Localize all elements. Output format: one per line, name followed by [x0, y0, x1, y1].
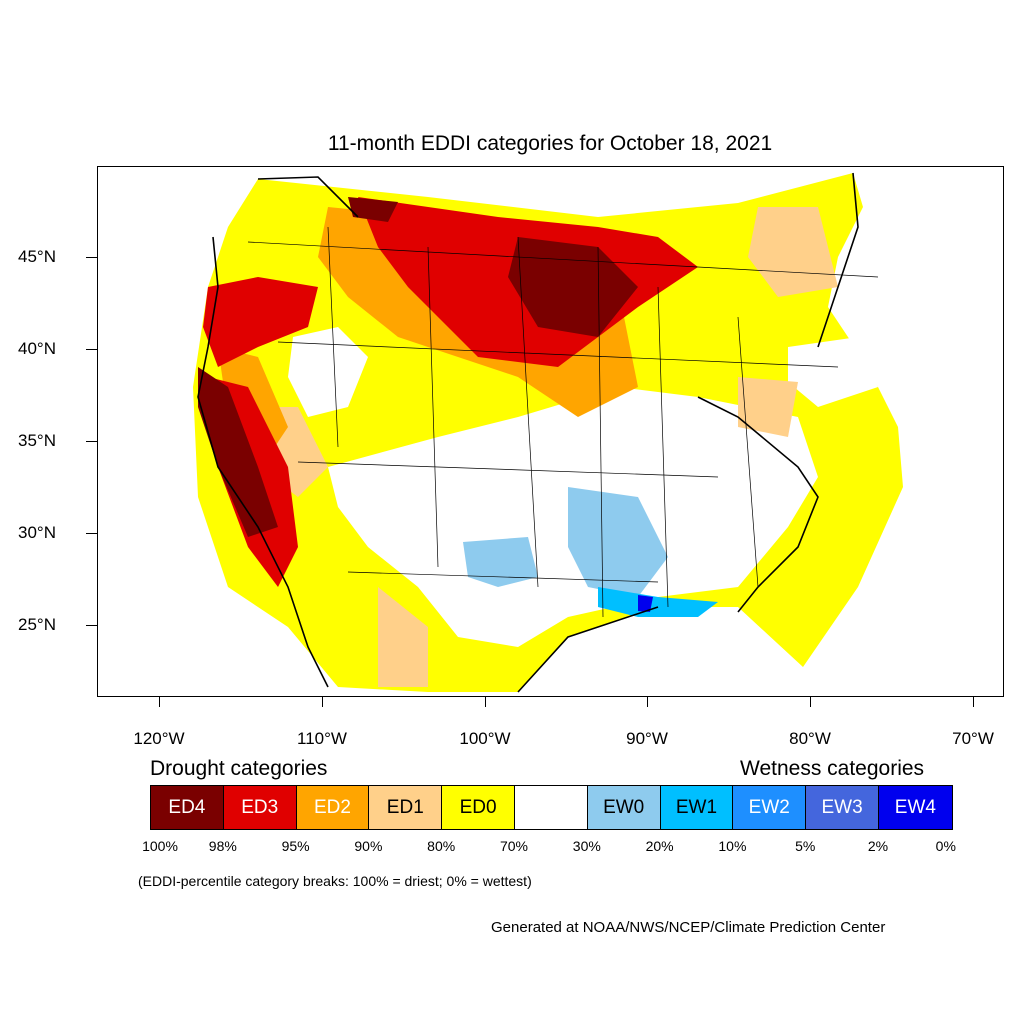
lat-label: 25°N	[18, 615, 56, 634]
ed1-patch-4	[748, 207, 838, 297]
legend-cell-ed0: ED0	[442, 786, 515, 829]
lon-label: 100°W	[459, 729, 511, 748]
lon-tick	[973, 697, 974, 707]
legend-cell-ed2: ED2	[296, 786, 370, 829]
percentile-break-label: 30%	[572, 838, 601, 854]
legend-cell-ew3: EW3	[806, 786, 879, 829]
lon-label: 70°W	[952, 729, 994, 748]
lon-tick	[159, 697, 160, 707]
lat-label: 35°N	[18, 431, 56, 450]
lat-tick	[86, 349, 97, 350]
credit-line: Generated at NOAA/NWS/NCEP/Climate Predi…	[491, 919, 886, 936]
wetness-heading: Wetness categories	[740, 757, 925, 780]
percentile-break-label: 98%	[208, 838, 237, 854]
lat-label: 45°N	[18, 247, 56, 266]
eddi-map	[193, 172, 903, 693]
lat-tick	[86, 533, 97, 534]
map-plot-area	[97, 166, 1004, 697]
ew1-gulf-coast	[598, 587, 718, 617]
ew0-texas	[463, 537, 538, 587]
lat-tick	[86, 257, 97, 258]
percentile-break-label: 70%	[499, 838, 529, 854]
category-legend: ED4 ED3 ED2 ED1 ED0 EW0 EW1 EW2 EW3 EW4	[150, 785, 953, 830]
ed4-montana	[348, 197, 398, 222]
near-normal-northeast	[788, 337, 878, 407]
lon-label: 90°W	[626, 729, 668, 748]
ed4-california	[198, 367, 278, 537]
percentile-break-label: 5%	[795, 838, 816, 854]
state-borders	[247, 226, 879, 618]
percentile-break-label: 90%	[354, 838, 383, 854]
ew0-louisiana	[568, 487, 668, 597]
near-normal-west	[288, 327, 368, 417]
lon-label: 80°W	[789, 729, 831, 748]
percentile-break-label: 10%	[718, 838, 747, 854]
map-title: 11-month EDDI categories for October 18,…	[327, 132, 773, 155]
lon-tick	[647, 697, 648, 707]
coastline	[197, 172, 859, 693]
legend-cell-normal	[514, 786, 588, 829]
category-note: (EDDI-percentile category breaks: 100% =…	[138, 873, 532, 889]
ed3-west-coast	[203, 277, 318, 367]
lon-tick	[322, 697, 323, 707]
ed1-patch-2	[378, 587, 428, 687]
percentile-break-label: 100%	[142, 838, 178, 854]
legend-cell-ed1: ED1	[369, 786, 443, 829]
percentile-break-label: 95%	[281, 838, 310, 854]
lat-label: 30°N	[18, 523, 56, 542]
percentile-break-label: 20%	[645, 838, 674, 854]
percentile-break-label: 0%	[935, 838, 956, 854]
lat-tick	[86, 441, 97, 442]
lon-label: 120°W	[133, 729, 185, 748]
ew4-new-orleans	[638, 595, 653, 612]
legend-cell-ew0: EW0	[587, 786, 661, 829]
legend-cell-ed3: ED3	[223, 786, 297, 829]
drought-heading: Drought categories	[150, 757, 328, 780]
lon-tick	[810, 697, 811, 707]
ed1-patch-3	[738, 377, 798, 437]
lon-label: 110°W	[297, 729, 347, 748]
legend-cell-ew1: EW1	[660, 786, 734, 829]
percentile-break-label: 2%	[867, 838, 889, 854]
legend-cell-ew2: EW2	[733, 786, 807, 829]
legend-cell-ew4: EW4	[878, 786, 952, 829]
lon-tick	[485, 697, 486, 707]
percentile-break-label: 80%	[427, 838, 456, 854]
legend-cell-ed4: ED4	[151, 786, 224, 829]
lat-label: 40°N	[18, 339, 56, 358]
lat-tick	[86, 625, 97, 626]
